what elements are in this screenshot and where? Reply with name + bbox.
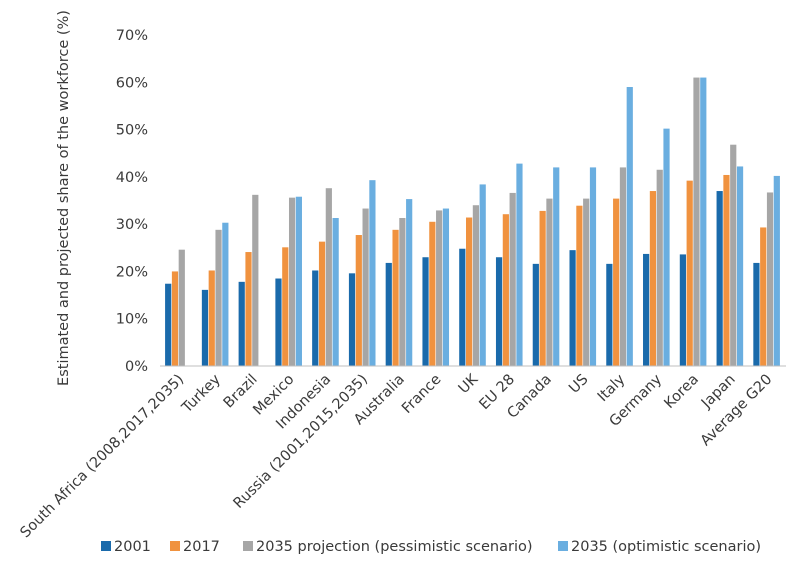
bar (459, 248, 466, 366)
legend-label: 2035 (optimistic scenario) (571, 539, 761, 555)
bar (619, 167, 627, 366)
bar (766, 192, 774, 366)
bar (252, 194, 259, 366)
bar (369, 180, 376, 366)
bar (589, 167, 597, 366)
bar (245, 252, 252, 366)
y-tick-label: 60% (116, 75, 148, 91)
bar (606, 263, 613, 366)
bar (643, 253, 650, 366)
y-tick-label: 20% (116, 264, 148, 280)
legend-swatch (243, 541, 253, 551)
bar (275, 278, 282, 366)
bar (165, 283, 172, 366)
bar (332, 218, 339, 366)
x-tick-label: Italy (595, 371, 629, 405)
bar (613, 198, 620, 366)
bar (583, 198, 590, 366)
bar (312, 270, 319, 366)
bar (723, 174, 730, 366)
legend: 2001 2017 2035 projection (pessimistic sce… (101, 539, 761, 555)
legend-swatch (101, 541, 111, 551)
x-tick-label: Korea (662, 372, 702, 412)
legend-label: 2035 projection (pessimistic scenario) (256, 539, 533, 555)
bar (201, 289, 209, 366)
bar (569, 250, 576, 366)
bars (165, 77, 780, 366)
bar (539, 210, 546, 366)
bar (178, 249, 185, 366)
bar (385, 262, 392, 366)
bar (422, 257, 429, 366)
bar (466, 217, 473, 366)
bar (532, 263, 539, 366)
bar (576, 205, 583, 366)
y-axis-label: Estimated and projected share of the wor… (56, 10, 72, 386)
bar (238, 281, 245, 366)
bar (553, 167, 560, 366)
bar (325, 188, 332, 366)
bar (442, 208, 450, 366)
legend-label: 2001 (114, 539, 151, 555)
bar (348, 273, 356, 366)
bar (626, 87, 633, 366)
bar (355, 235, 362, 366)
bar (406, 199, 413, 366)
bar (663, 128, 670, 366)
x-tick-label: France (399, 371, 444, 416)
bar (546, 198, 553, 366)
bar (760, 227, 767, 366)
x-tick-label: US (566, 372, 591, 397)
legend-label: 2017 (183, 539, 220, 555)
x-tick-label: Turkey (179, 371, 225, 417)
x-tick-label: South Africa (2008,2017,2035) (18, 372, 188, 542)
bar (736, 166, 744, 366)
bar (215, 229, 222, 366)
bar (656, 169, 663, 366)
bar (753, 262, 760, 366)
bar (282, 247, 289, 366)
y-tick-label: 40% (116, 170, 148, 186)
bar (679, 254, 686, 366)
x-tick-label: UK (456, 371, 482, 397)
bar (295, 196, 302, 366)
bar (716, 191, 723, 366)
bar (479, 184, 486, 366)
bar (730, 144, 737, 366)
legend-swatch (558, 541, 568, 551)
bar (362, 208, 369, 366)
y-axis-ticks: 0% 10% 20% 30% 40% 50% 60% 70% (116, 28, 148, 375)
bar (700, 77, 707, 366)
bar (288, 197, 296, 366)
bar (693, 77, 700, 366)
y-tick-label: 10% (116, 312, 148, 328)
bar (495, 257, 503, 366)
bar (649, 191, 657, 366)
legend-swatch (170, 541, 180, 551)
bar (502, 214, 509, 366)
bar (318, 241, 326, 366)
bar (429, 221, 436, 366)
bar (208, 270, 215, 366)
bar (686, 180, 693, 366)
y-tick-label: 0% (125, 359, 148, 375)
bar (399, 218, 406, 366)
y-tick-label: 30% (116, 217, 148, 233)
bar (509, 192, 516, 366)
y-tick-label: 50% (116, 123, 148, 139)
bar (392, 229, 399, 366)
bar (436, 210, 443, 366)
bar (171, 271, 179, 366)
bar (773, 175, 780, 366)
bar (472, 205, 479, 366)
y-tick-label: 70% (116, 28, 148, 44)
x-axis-ticks: South Africa (2008,2017,2035)TurkeyBrazi… (18, 371, 776, 541)
bar (222, 222, 229, 366)
bar (516, 163, 523, 366)
